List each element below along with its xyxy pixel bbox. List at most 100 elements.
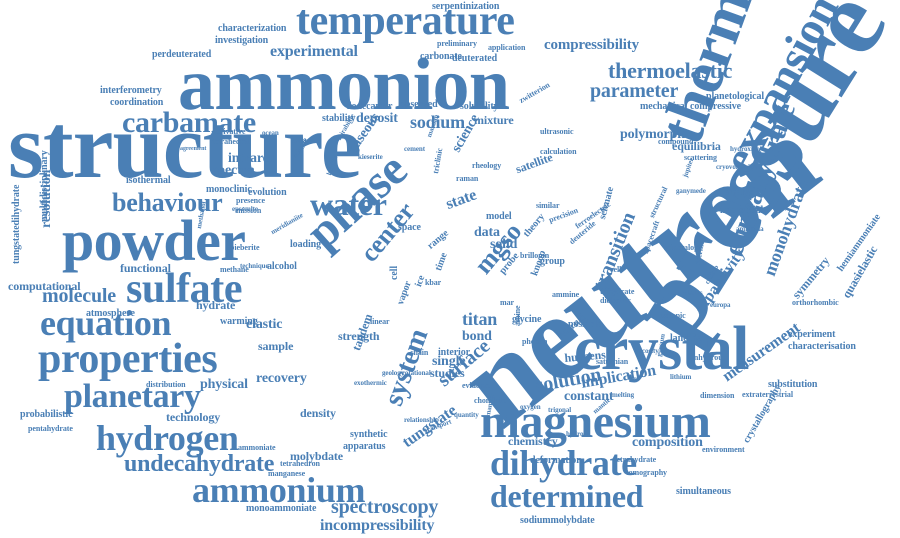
cloud-word: zwitterion bbox=[517, 80, 552, 105]
cloud-word: ammine bbox=[552, 290, 580, 299]
cloud-word: ammonion bbox=[178, 44, 510, 126]
cloud-word: deformation bbox=[530, 455, 582, 466]
cloud-word: theory bbox=[521, 211, 548, 240]
cloud-word: molybdate bbox=[290, 449, 343, 463]
cloud-word: lithium bbox=[670, 373, 692, 381]
cloud-word: characterization bbox=[218, 23, 287, 34]
cloud-word: coordination bbox=[110, 97, 164, 108]
cloud-word: alcohol bbox=[267, 261, 297, 272]
cloud-word: triclinic bbox=[431, 147, 445, 175]
cloud-word: ocean bbox=[262, 129, 279, 137]
cloud-word: bieberite bbox=[230, 243, 260, 252]
cloud-word: constant bbox=[564, 389, 614, 404]
cloud-word: parameter bbox=[590, 80, 679, 102]
cloud-word: spectroscopy bbox=[331, 496, 439, 518]
cloud-word: dielectric bbox=[600, 296, 631, 305]
cloud-word: orthorhombic bbox=[792, 298, 839, 307]
cloud-word: studies bbox=[430, 366, 465, 380]
cloud-word: mechanical bbox=[640, 101, 688, 112]
cloud-word: range bbox=[425, 227, 451, 252]
cloud-word: model bbox=[486, 211, 512, 222]
cloud-word: quantity bbox=[454, 411, 479, 419]
cloud-word: rotational bbox=[402, 369, 431, 377]
cloud-word: chondrite bbox=[474, 396, 507, 405]
cloud-word: chain bbox=[410, 348, 429, 357]
cloud-word: powder bbox=[62, 208, 246, 273]
cloud-word: hydroxide bbox=[730, 145, 760, 153]
cloud-word: melting bbox=[612, 391, 635, 399]
cloud-word: recovery bbox=[256, 371, 307, 386]
cloud-word: water bbox=[310, 186, 387, 222]
cloud-word: glycine bbox=[512, 314, 542, 325]
cloud-word: linear bbox=[370, 317, 390, 326]
cloud-word: ammonium bbox=[192, 470, 366, 510]
cloud-word: mission bbox=[236, 206, 262, 215]
cloud-word: synthetic bbox=[350, 429, 388, 440]
cloud-word: trihydrate bbox=[600, 287, 635, 296]
cloud-word: experiment bbox=[788, 329, 836, 340]
cloud-word: kieserite bbox=[358, 153, 383, 161]
cloud-word: application bbox=[488, 43, 526, 52]
cloud-word: tetrahedron bbox=[280, 459, 320, 468]
cloud-word: sodium bbox=[410, 112, 465, 132]
cloud-word: experimental bbox=[270, 43, 358, 60]
cloud-word: sulfate bbox=[126, 266, 243, 312]
cloud-word: observed bbox=[400, 99, 438, 110]
cloud-word: ultrasonic bbox=[540, 127, 574, 136]
cloud-word: mar bbox=[500, 298, 514, 307]
cloud-word: hydrate bbox=[196, 298, 236, 312]
cloud-word: computational bbox=[8, 279, 81, 293]
cloud-word: system bbox=[378, 324, 435, 410]
cloud-word: loading bbox=[290, 239, 321, 250]
cloud-word: similar bbox=[536, 201, 560, 210]
cloud-word: physical bbox=[200, 377, 248, 392]
cloud-word: isothermal bbox=[126, 175, 171, 186]
cloud-word: trigonal bbox=[548, 406, 572, 414]
cloud-word: brillouin bbox=[520, 251, 550, 260]
cloud-word: carbonate bbox=[420, 51, 462, 62]
cloud-word: crystal bbox=[574, 315, 749, 383]
cloud-word: evolution bbox=[248, 187, 287, 198]
cloud-word: deuterated bbox=[452, 53, 498, 64]
cloud-word: sample bbox=[258, 339, 294, 353]
cloud-word: functional bbox=[120, 261, 171, 275]
cloud-word: space bbox=[398, 222, 421, 233]
cloud-word: oxygen bbox=[520, 403, 541, 411]
cloud-word: simultaneous bbox=[676, 486, 731, 497]
cloud-word: hydrous bbox=[566, 430, 590, 438]
cloud-word: dodecamer bbox=[346, 101, 393, 112]
cloud-word: geology bbox=[382, 369, 405, 377]
cloud-word: analysis bbox=[726, 187, 760, 198]
cloud-word: extraterrestrial bbox=[742, 390, 793, 399]
cloud-word: compressive bbox=[690, 101, 741, 112]
cloud-word: properties bbox=[38, 336, 218, 382]
cloud-word: mixture bbox=[474, 113, 514, 127]
cloud-word: dimension bbox=[700, 391, 735, 400]
cloud-word: infrared bbox=[228, 151, 277, 166]
cloud-word: substitution bbox=[768, 379, 818, 390]
cloud-word: magnesium bbox=[480, 395, 711, 448]
cloud-word: ganymede bbox=[676, 187, 706, 195]
cloud-word: titan bbox=[462, 309, 498, 329]
cloud-word: relationship bbox=[404, 416, 439, 424]
cloud-word: polymorph bbox=[620, 127, 685, 142]
cloud-word: exothermic bbox=[354, 379, 387, 387]
cloud-word: phonon bbox=[522, 337, 548, 346]
cloud-word: calculation bbox=[540, 147, 577, 156]
cloud-word: crust bbox=[292, 137, 307, 145]
cloud-word: ammonia bbox=[736, 225, 764, 233]
cloud-word: structure bbox=[8, 95, 362, 197]
cloud-word: preliminary bbox=[437, 39, 477, 48]
cloud-word: satellite bbox=[513, 149, 555, 177]
cloud-word: epsomite bbox=[232, 205, 258, 213]
cloud-word: tungstatedihydrate bbox=[11, 184, 22, 264]
cloud-word: tetrahydrate bbox=[614, 455, 657, 464]
cloud-word: technology bbox=[166, 410, 221, 424]
cloud-word: amine bbox=[513, 305, 522, 327]
cloud-word: apparatus bbox=[343, 441, 386, 452]
cloud-word: methane bbox=[220, 265, 249, 274]
cloud-word: characterisation bbox=[788, 341, 856, 352]
cloud-word: strength bbox=[338, 329, 380, 343]
cloud-word: europa bbox=[710, 301, 731, 309]
